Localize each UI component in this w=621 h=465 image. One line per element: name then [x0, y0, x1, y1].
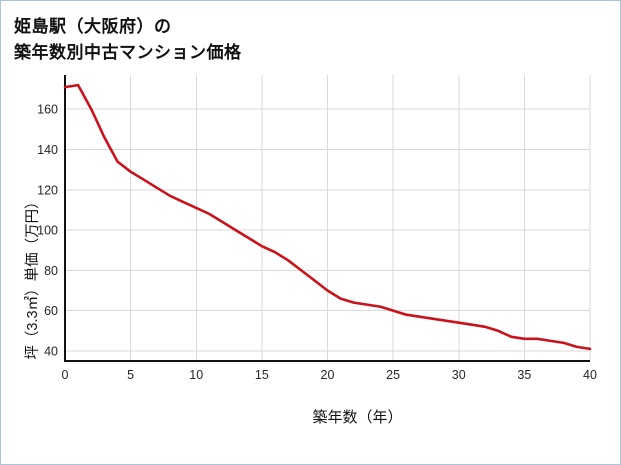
x-tick-label: 10	[189, 368, 203, 382]
x-tick-label: 5	[127, 368, 134, 382]
y-tick-label: 160	[37, 103, 58, 117]
x-tick-label: 40	[583, 368, 597, 382]
y-tick-label: 140	[37, 143, 58, 157]
y-axis-label: 坪（3.3㎡）単価（万円）	[25, 194, 41, 360]
y-tick-label: 120	[37, 183, 58, 197]
y-tick-label: 100	[37, 224, 58, 238]
price-line-series	[63, 83, 592, 351]
y-tick-label: 80	[44, 264, 58, 278]
x-tick-label: 20	[321, 368, 335, 382]
x-tick-label: 35	[517, 368, 531, 382]
y-tick-label: 40	[44, 344, 58, 358]
chart-title: 姫島駅（大阪府）の 築年数別中古マンション価格	[1, 1, 620, 65]
x-tick-label: 25	[386, 368, 400, 382]
x-axis-label: 築年数（年）	[312, 409, 403, 426]
chart-title-line1: 姫島駅（大阪府）の	[14, 17, 172, 36]
chart-title-line2: 築年数別中古マンション価格	[14, 42, 242, 62]
x-tick-label: 15	[255, 368, 269, 382]
x-tick-label: 0	[62, 368, 69, 382]
y-tick-label: 60	[44, 304, 58, 318]
x-tick-label: 30	[452, 368, 466, 382]
line-chart-svg: 0 5 10 15 20 25 30 35 40 40 60 80 100 120 140 160	[37, 75, 597, 382]
chart-region: 坪（3.3㎡）単価（万円） 0 5 10 15 20 25 30 35 40 40 60 80 100 1…	[1, 69, 620, 427]
